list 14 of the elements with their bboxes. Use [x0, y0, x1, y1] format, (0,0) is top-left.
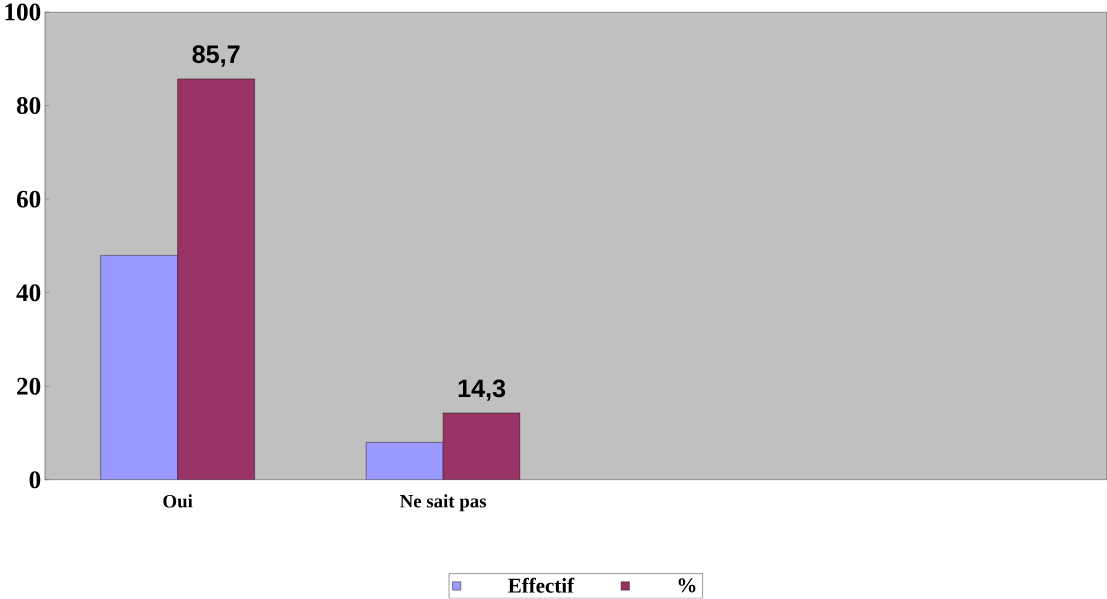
y-tick-label: 100: [5, 3, 41, 21]
y-tick-label: 20: [17, 378, 41, 395]
bar: [442, 412, 521, 481]
y-tick-label: 0: [29, 471, 41, 489]
y-tick-label: 40: [16, 284, 41, 302]
bar: [177, 78, 255, 481]
y-tick-label: 60: [16, 190, 41, 208]
legend-label: %: [678, 578, 696, 593]
data-label: 14,3: [458, 379, 506, 402]
legend-label: Effectif: [508, 578, 575, 593]
data-label: 85,7: [192, 45, 240, 68]
x-tick-label: Oui: [163, 494, 193, 508]
y-tick-label: 80: [16, 97, 41, 115]
x-tick-label: Ne sait pas: [400, 494, 487, 512]
